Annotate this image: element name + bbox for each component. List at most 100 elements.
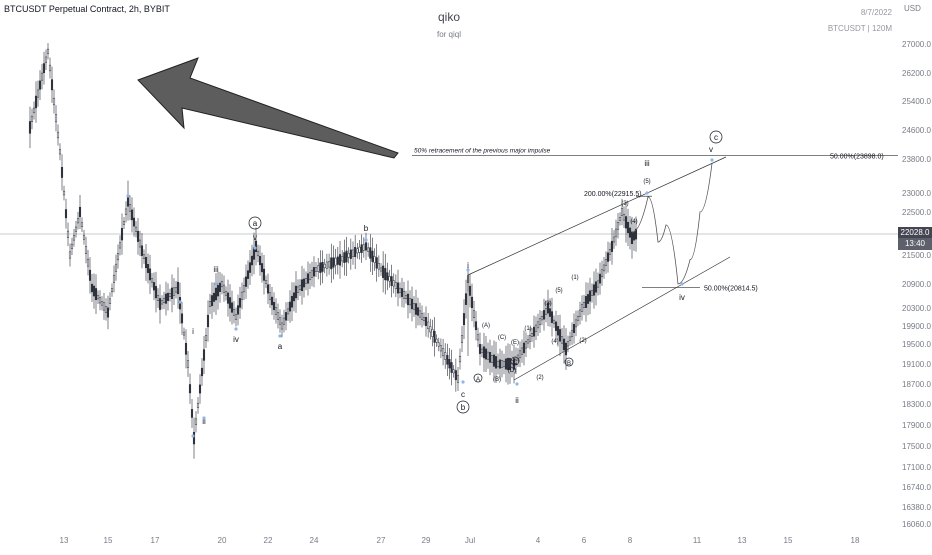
candle-body <box>242 285 246 293</box>
candle-body <box>382 265 385 278</box>
candle-body <box>148 268 152 281</box>
y-tick-label: 21500.0 <box>902 251 931 260</box>
wave-label: (2) <box>579 338 586 344</box>
candle-body <box>90 283 94 293</box>
wave-label: (B) <box>493 377 501 383</box>
candle-body <box>96 295 100 300</box>
candle-body <box>470 296 474 309</box>
wave-label: (3) <box>544 301 551 307</box>
candle-body <box>317 265 320 272</box>
candle-body <box>429 326 432 333</box>
candle-body <box>184 342 188 355</box>
candle-body <box>496 360 500 368</box>
candle-body <box>142 254 146 259</box>
candle-body <box>284 312 288 321</box>
candle-body <box>392 280 395 287</box>
candle-body <box>160 300 164 305</box>
candle-body <box>230 302 234 313</box>
candle-body <box>574 319 578 328</box>
candle-body <box>472 310 476 319</box>
x-tick-label: 20 <box>218 536 227 545</box>
candle-body <box>302 278 306 288</box>
candle-body <box>546 302 550 314</box>
candle-body <box>582 302 586 308</box>
candle-body <box>580 304 584 312</box>
candle-body <box>330 257 333 270</box>
candle-body <box>325 261 328 269</box>
y-tick-label: 20300.0 <box>902 304 931 313</box>
wave-point-dot <box>202 416 206 420</box>
candle-body <box>504 358 508 370</box>
candle-body <box>336 256 339 265</box>
candle-body <box>364 242 368 251</box>
candle-body <box>624 216 628 229</box>
candle-body <box>214 287 218 301</box>
candle-body <box>362 244 365 251</box>
wave-label: ii <box>515 396 519 405</box>
candle-body <box>384 268 387 281</box>
candle-body <box>562 338 566 351</box>
candle-body <box>122 221 126 225</box>
candle-body <box>212 292 216 302</box>
y-tick-label: 27000.0 <box>902 40 931 49</box>
x-tick-label: 18 <box>851 536 860 545</box>
candle-body <box>138 239 142 248</box>
candle-body <box>528 334 532 342</box>
wave-label: (2) <box>536 375 543 381</box>
wave-label: c <box>714 133 718 142</box>
candle-body <box>369 247 372 259</box>
candle-body <box>328 261 331 268</box>
candle-body <box>564 342 568 356</box>
y-tick-label: 16740.0 <box>902 483 931 492</box>
candle-body <box>534 324 538 332</box>
candle-body <box>72 235 76 241</box>
candle-body <box>134 226 138 232</box>
wave-label-circle <box>564 357 574 367</box>
wave-label: (5) <box>555 288 562 294</box>
candle-body <box>542 310 546 320</box>
candle-body <box>544 308 548 315</box>
candle-body <box>40 72 44 81</box>
candle-body <box>224 291 228 296</box>
candle-body <box>520 347 524 355</box>
candle-body <box>554 321 558 331</box>
wave-point-dot <box>466 268 470 272</box>
candle-body <box>550 311 554 323</box>
wave-point-dot <box>126 194 130 198</box>
candle-body <box>226 292 230 304</box>
chart-subtitle: for qiql <box>436 30 461 39</box>
candle-body <box>460 335 464 343</box>
y-tick-label: 23800.0 <box>902 155 931 164</box>
candle-body <box>98 297 102 304</box>
candle-body <box>616 221 620 230</box>
candle-body <box>506 357 510 371</box>
candle-body <box>158 298 162 310</box>
level-label-1: 50.00%(23898.0) <box>830 153 884 160</box>
candle-body <box>258 256 262 266</box>
candle-body <box>106 307 110 318</box>
chart-title: qiko <box>437 10 460 24</box>
candle-body <box>262 268 266 281</box>
candle-body <box>274 307 278 315</box>
candle-body <box>68 251 72 259</box>
candle-body <box>270 296 274 306</box>
wave-point-dot <box>253 246 257 250</box>
candle-body <box>210 295 214 307</box>
candle-body <box>286 308 290 315</box>
candle-body <box>66 230 70 238</box>
candle-body <box>598 273 602 284</box>
candle-body <box>482 346 486 359</box>
candle-body <box>452 369 455 374</box>
candle-body <box>614 228 618 237</box>
candle-body <box>358 246 361 253</box>
wave-label: (4) <box>630 219 637 225</box>
wave-label: iii <box>644 159 650 168</box>
x-tick-label: Jul <box>465 536 475 545</box>
candle-body <box>266 284 270 294</box>
candle-body <box>351 249 355 257</box>
retracement-note: 50% retracement of the previous major im… <box>414 147 551 154</box>
candle-body <box>439 345 442 352</box>
candle-body <box>458 355 462 363</box>
